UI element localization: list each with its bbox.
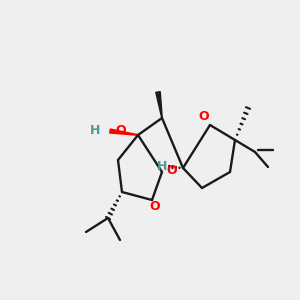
Polygon shape bbox=[156, 92, 162, 118]
Text: H: H bbox=[157, 160, 167, 173]
Text: O: O bbox=[116, 124, 126, 137]
Text: H: H bbox=[90, 124, 100, 137]
Text: O: O bbox=[167, 164, 177, 178]
Text: O: O bbox=[199, 110, 209, 124]
Polygon shape bbox=[110, 129, 138, 135]
Text: O: O bbox=[150, 200, 160, 214]
